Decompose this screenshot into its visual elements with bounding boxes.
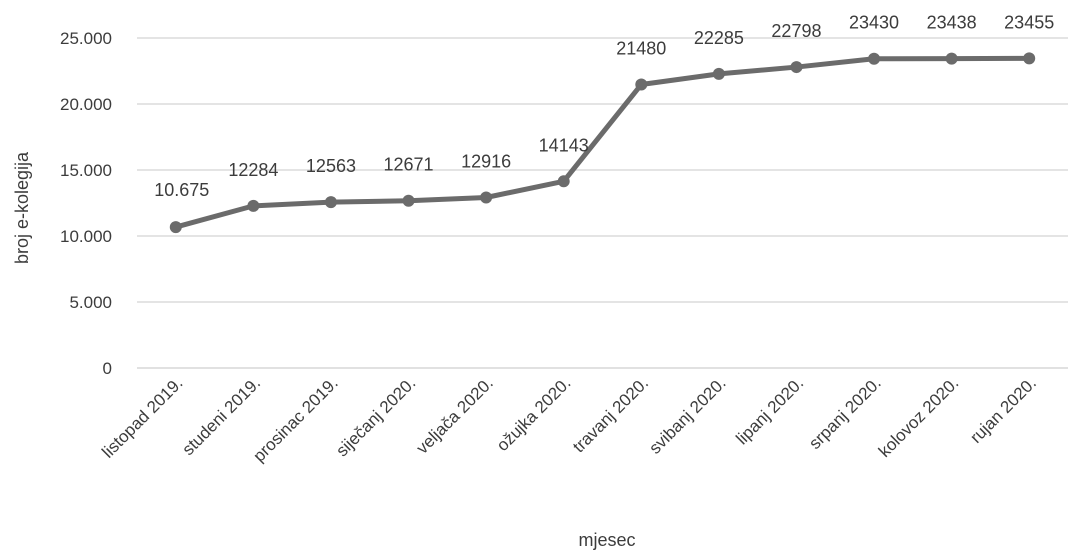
data-point: [169, 221, 182, 234]
x-tick-label: ožujka 2020.: [493, 373, 575, 455]
data-label: 22798: [771, 21, 821, 41]
x-tick-label: veljača 2020.: [413, 373, 497, 457]
x-tick-label: siječanj 2020.: [332, 373, 419, 460]
data-point: [557, 175, 570, 188]
data-point: [945, 52, 958, 65]
data-label: 23438: [927, 13, 977, 33]
data-label: 23430: [849, 13, 899, 33]
y-tick-label: 25.000: [60, 29, 112, 48]
series: [173, 55, 1032, 230]
x-tick-label: kolovoz 2020.: [875, 373, 963, 461]
gridlines: [137, 37, 1068, 369]
y-tick-label: 0: [103, 359, 112, 378]
x-axis-title: mjesec: [578, 530, 635, 550]
y-axis-ticks: 0 5.000 10.000 15.000 20.000 25.000: [60, 29, 112, 378]
x-tick-label: travanj 2020.: [569, 373, 652, 456]
x-tick-label: studeni 2019.: [179, 373, 265, 459]
series-line: [173, 55, 1032, 230]
data-point: [790, 61, 803, 74]
data-points: [169, 52, 1036, 234]
x-tick-label: svibanj 2020.: [645, 373, 729, 457]
data-point: [247, 199, 260, 212]
x-axis-ticks: listopad 2019.studeni 2019.prosinac 2019…: [98, 373, 1040, 465]
y-axis-title: broj e-kolegija: [12, 151, 32, 264]
data-label: 10.675: [154, 180, 209, 200]
data-label: 12563: [306, 156, 356, 176]
y-tick-label: 5.000: [69, 293, 112, 312]
data-label: 14143: [539, 135, 589, 155]
data-label: 22285: [694, 28, 744, 48]
y-tick-label: 15.000: [60, 161, 112, 180]
data-label: 12284: [228, 160, 278, 180]
x-tick-label: srpanj 2020.: [805, 373, 885, 453]
data-label: 21480: [616, 38, 666, 58]
x-tick-label: rujan 2020.: [966, 373, 1040, 447]
y-tick-label: 10.000: [60, 227, 112, 246]
data-label: 12671: [384, 155, 434, 175]
data-point: [635, 78, 648, 91]
data-point: [324, 196, 337, 209]
data-label: 12916: [461, 152, 511, 172]
y-tick-label: 20.000: [60, 95, 112, 114]
data-labels: 10.675 12284 12563 12671 12916 14143 21480 2228…: [154, 12, 1054, 200]
data-point: [402, 194, 415, 207]
data-point: [712, 67, 725, 80]
x-tick-label: lipanj 2020.: [732, 373, 807, 448]
x-tick-label: listopad 2019.: [98, 373, 186, 461]
data-point: [480, 191, 493, 204]
data-point: [868, 52, 881, 65]
data-label: 23455: [1004, 12, 1054, 32]
data-point: [1023, 52, 1036, 65]
